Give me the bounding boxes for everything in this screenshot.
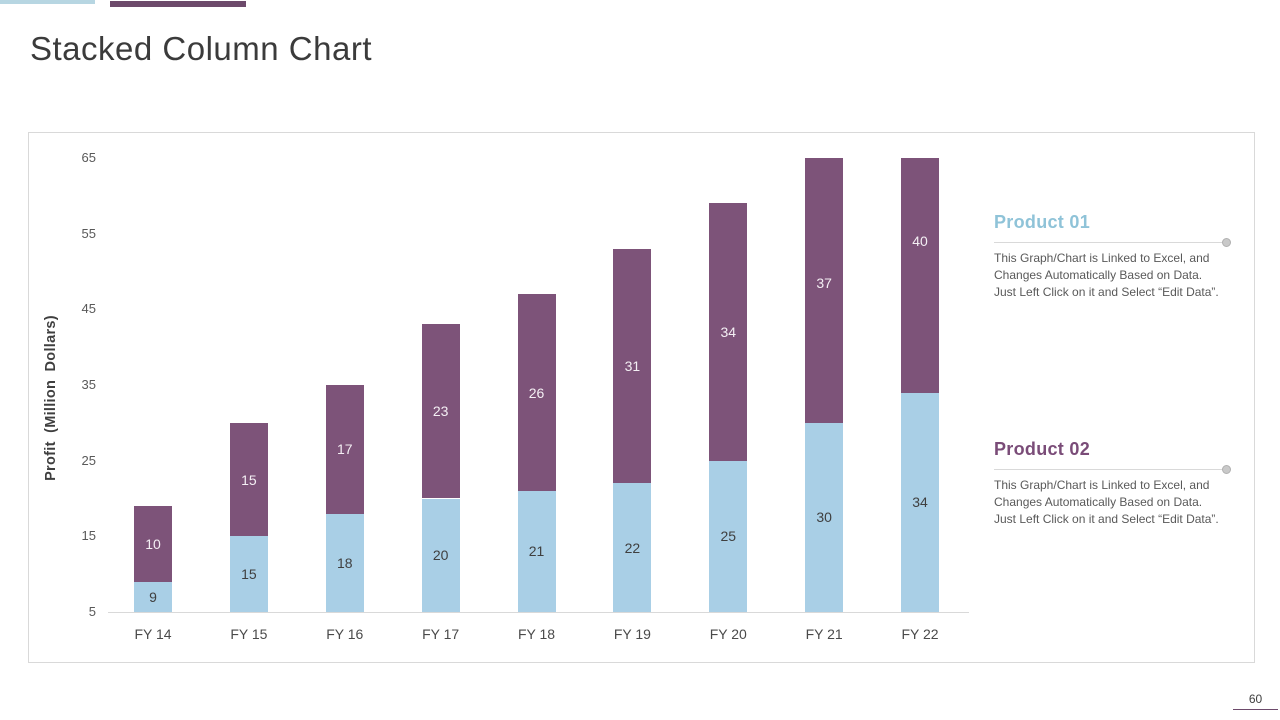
bar-segment-product-01-fy-17: [421, 498, 460, 612]
bar-value-label: 40: [912, 233, 928, 250]
x-tick-label: FY 16: [326, 626, 364, 642]
bar-segment-product-02-fy-16: [325, 385, 364, 514]
legend-item-product-01: Product 01 This Graph/Chart is Linked to…: [994, 211, 1231, 301]
bar-value-label: 22: [624, 539, 641, 556]
y-tick-label: 5: [88, 604, 96, 619]
y-tick-label: 45: [81, 301, 96, 317]
y-tick-label: 55: [81, 225, 96, 241]
bar-segment-product-01-fy-20: [709, 460, 748, 612]
x-tick-label: FY 14: [134, 626, 172, 642]
y-axis-title: Profit (Million Dollars): [43, 315, 59, 481]
bar-segment-product-01-fy-15: [229, 536, 268, 612]
bar-value-label: 23: [432, 403, 449, 420]
y-tick-label: 65: [81, 150, 96, 165]
divider-endpoint-dot: [1222, 465, 1231, 474]
bar-value-label: 17: [336, 441, 353, 458]
page-number-value: 60: [1248, 692, 1263, 706]
x-tick-label: FY 22: [901, 626, 939, 642]
legend-title-product-02: Product 02: [994, 439, 1091, 459]
legend-divider: [994, 465, 1231, 474]
legend-description-product-01: This Graph/Chart is Linked to Excel, and…: [994, 251, 1219, 299]
bar-segment-product-02-fy-22: [901, 158, 939, 393]
bar-segment-product-02-fy-18: [517, 294, 556, 491]
bar-segment-product-02-fy-14: [134, 506, 172, 582]
bar-value-label: 21: [528, 543, 545, 560]
x-tick-label: FY 20: [709, 626, 747, 642]
bar-value-label: 34: [720, 324, 737, 341]
y-tick-label: 35: [81, 377, 96, 392]
bar-value-label: 37: [816, 274, 832, 291]
bar-value-label: 10: [145, 535, 161, 552]
divider-endpoint-dot: [1222, 238, 1231, 247]
y-tick-label: 15: [81, 528, 96, 544]
bar-segment-product-02-fy-19: [613, 248, 652, 484]
x-tick-label: FY 18: [517, 626, 556, 642]
x-tick-label: FY 21: [805, 626, 843, 642]
bar-value-label: 30: [816, 509, 832, 526]
bar-segment-product-02-fy-17: [421, 324, 460, 499]
bar-value-label: 26: [528, 384, 545, 401]
x-tick-label: FY 19: [613, 626, 651, 642]
legend-item-product-02: Product 02 This Graph/Chart is Linked to…: [994, 438, 1231, 528]
page-number: 60: [1233, 692, 1278, 710]
legend-description-product-02: This Graph/Chart is Linked to Excel, and…: [994, 478, 1219, 526]
bar-segment-product-01-fy-14: [134, 581, 172, 612]
bar-value-label: 34: [912, 494, 928, 511]
chart-plot: 5 15 25 35 45 55 65 9 10 FY 14 15 15 FY 15 18 17 FY 16 2…: [29, 133, 1254, 662]
y-tick-label: 25: [81, 452, 96, 468]
bar-segment-product-01-fy-22: [901, 392, 939, 612]
bar-segment-product-02-fy-20: [709, 203, 748, 461]
bar-value-label: 15: [241, 566, 257, 583]
bar-value-label: 20: [432, 547, 449, 564]
bar-value-label: 18: [336, 554, 353, 571]
bar-value-label: 15: [241, 471, 257, 488]
chart-panel: 5 15 25 35 45 55 65 9 10 FY 14 15 15 FY 15 18 17 FY 16 2…: [28, 132, 1255, 663]
bar-segment-product-01-fy-19: [613, 483, 652, 612]
x-axis-line: [108, 612, 969, 613]
x-tick-label: FY 17: [422, 626, 460, 642]
legend-divider: [994, 238, 1231, 247]
bar-value-label: 9: [149, 588, 157, 605]
x-tick-label: FY 15: [230, 626, 268, 642]
page-title: Stacked Column Chart: [30, 30, 372, 67]
accent-bar-purple: [110, 1, 246, 7]
accent-bar-blue: [0, 0, 95, 4]
bar-value-label: 25: [720, 528, 737, 545]
bar-segment-product-01-fy-16: [325, 513, 364, 612]
bar-segment-product-01-fy-18: [517, 490, 556, 612]
legend-title-product-01: Product 01: [994, 212, 1091, 232]
bar-segment-product-02-fy-15: [229, 422, 268, 537]
bar-value-label: 31: [624, 358, 641, 375]
bar-segment-product-01-fy-21: [805, 422, 844, 612]
bar-segment-product-02-fy-21: [805, 158, 844, 423]
